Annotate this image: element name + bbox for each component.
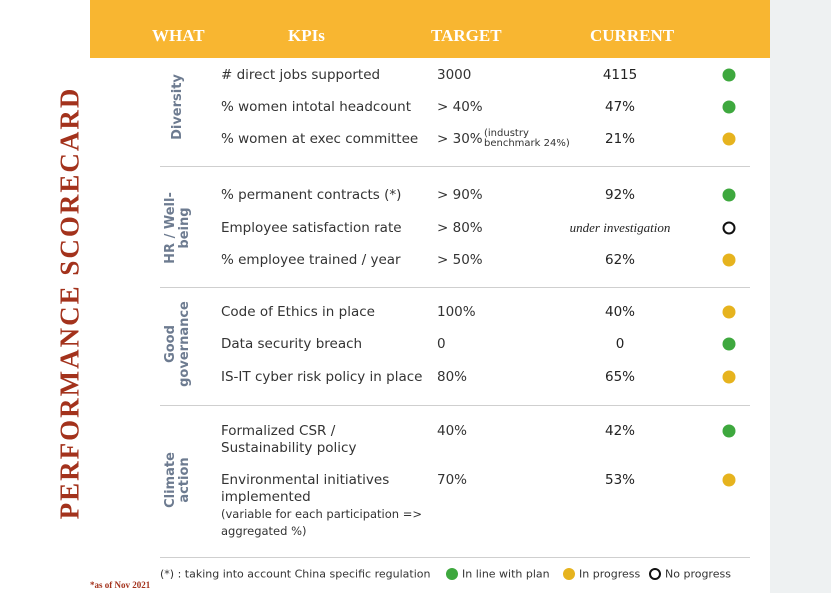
legend-label: No progress <box>665 567 731 581</box>
target: 100% <box>437 304 476 320</box>
divider <box>160 287 750 288</box>
kpi-text: % employee trained / year <box>221 252 401 268</box>
target: 3000 <box>437 67 472 83</box>
current: 40% <box>604 304 636 320</box>
current: 4115 <box>602 67 638 83</box>
kpi-text: Formalized CSR / <box>221 423 336 439</box>
target-note-line: benchmark 24%) <box>484 138 570 149</box>
legend-dot <box>649 568 661 580</box>
legend-label: In line with plan <box>462 567 550 581</box>
group-label-line: action <box>177 457 192 503</box>
kpi-text: aggregated %) <box>221 524 307 538</box>
group-label: HR / Well-being <box>163 192 192 264</box>
kpi-text: Sustainability policy <box>221 440 357 456</box>
header-cell: WHAT <box>152 26 205 45</box>
status-dot <box>722 188 736 202</box>
status-dot <box>722 370 736 384</box>
target: 70% <box>437 472 468 488</box>
target: > 40% <box>437 99 483 115</box>
status-dot <box>722 424 736 438</box>
target: 40% <box>437 423 468 439</box>
status-dot <box>722 253 736 267</box>
kpi-text: (variable for each participation => <box>221 507 422 521</box>
kpi-text: IS-IT cyber risk policy in place <box>221 369 423 385</box>
card <box>90 0 770 593</box>
current: 92% <box>604 187 636 203</box>
group-label: Climate action <box>163 452 192 508</box>
kpi-text: Data security breach <box>221 336 363 352</box>
kpi-text: % women at exec committee <box>221 131 419 147</box>
current: 47% <box>604 99 636 115</box>
group-label-line: Climate <box>163 452 178 508</box>
kpi-text: % permanent contracts (*) <box>221 187 402 203</box>
header-cell: CURRENT <box>590 26 675 45</box>
target: > 30% <box>437 131 483 147</box>
current: 42% <box>604 423 636 439</box>
status-dot <box>722 473 736 487</box>
target: 80% <box>437 369 468 385</box>
target-note: (industry benchmark 24%) <box>484 129 570 149</box>
current: 65% <box>604 369 636 385</box>
kpi-text: % women intotal headcount <box>221 99 411 115</box>
header-cell: TARGET <box>431 26 502 45</box>
target: > 50% <box>437 252 483 268</box>
current: 53% <box>604 472 636 488</box>
group-label-line: HR / Well- <box>163 192 178 264</box>
header-cell: KPIs <box>288 26 325 45</box>
footnote: (*) : taking into account China specific… <box>160 567 431 581</box>
group-label: Good governance <box>163 301 192 387</box>
target: > 90% <box>437 187 483 203</box>
divider <box>160 557 750 558</box>
divider <box>160 166 750 167</box>
kpi-text: Employee satisfaction rate <box>221 220 402 236</box>
target: 0 <box>437 336 446 352</box>
group-label-line: governance <box>177 301 192 387</box>
status-dot <box>722 221 736 235</box>
legend-dot <box>563 568 575 580</box>
side-title: PERFORMANCE SCORECARD <box>54 86 85 520</box>
target: > 80% <box>437 220 483 236</box>
status-dot <box>722 68 736 82</box>
current: 0 <box>615 336 625 352</box>
status-dot <box>722 100 736 114</box>
legend-label: In progress <box>579 567 641 581</box>
group-label: Diversity <box>170 74 185 140</box>
kpi-text: Environmental initiatives <box>221 472 390 488</box>
group-label-line: Diversity <box>170 74 185 140</box>
group-label-line: being <box>177 207 192 249</box>
date-note: *as of Nov 2021 <box>90 580 151 590</box>
kpi-text: Code of Ethics in place <box>221 304 375 320</box>
status-dot <box>722 305 736 319</box>
current: 21% <box>604 131 636 147</box>
status-dot <box>722 132 736 146</box>
kpi-text: # direct jobs supported <box>221 67 381 83</box>
target-note-line: (industry <box>484 128 529 139</box>
kpi-text: implemented <box>221 489 311 505</box>
side-strip <box>770 0 831 593</box>
divider <box>160 405 750 406</box>
header-bar <box>90 0 770 58</box>
legend-dot <box>446 568 458 580</box>
current: under investigation <box>569 220 671 235</box>
group-label-line: Good <box>163 325 178 363</box>
current: 62% <box>604 252 636 268</box>
status-dot <box>722 337 736 351</box>
